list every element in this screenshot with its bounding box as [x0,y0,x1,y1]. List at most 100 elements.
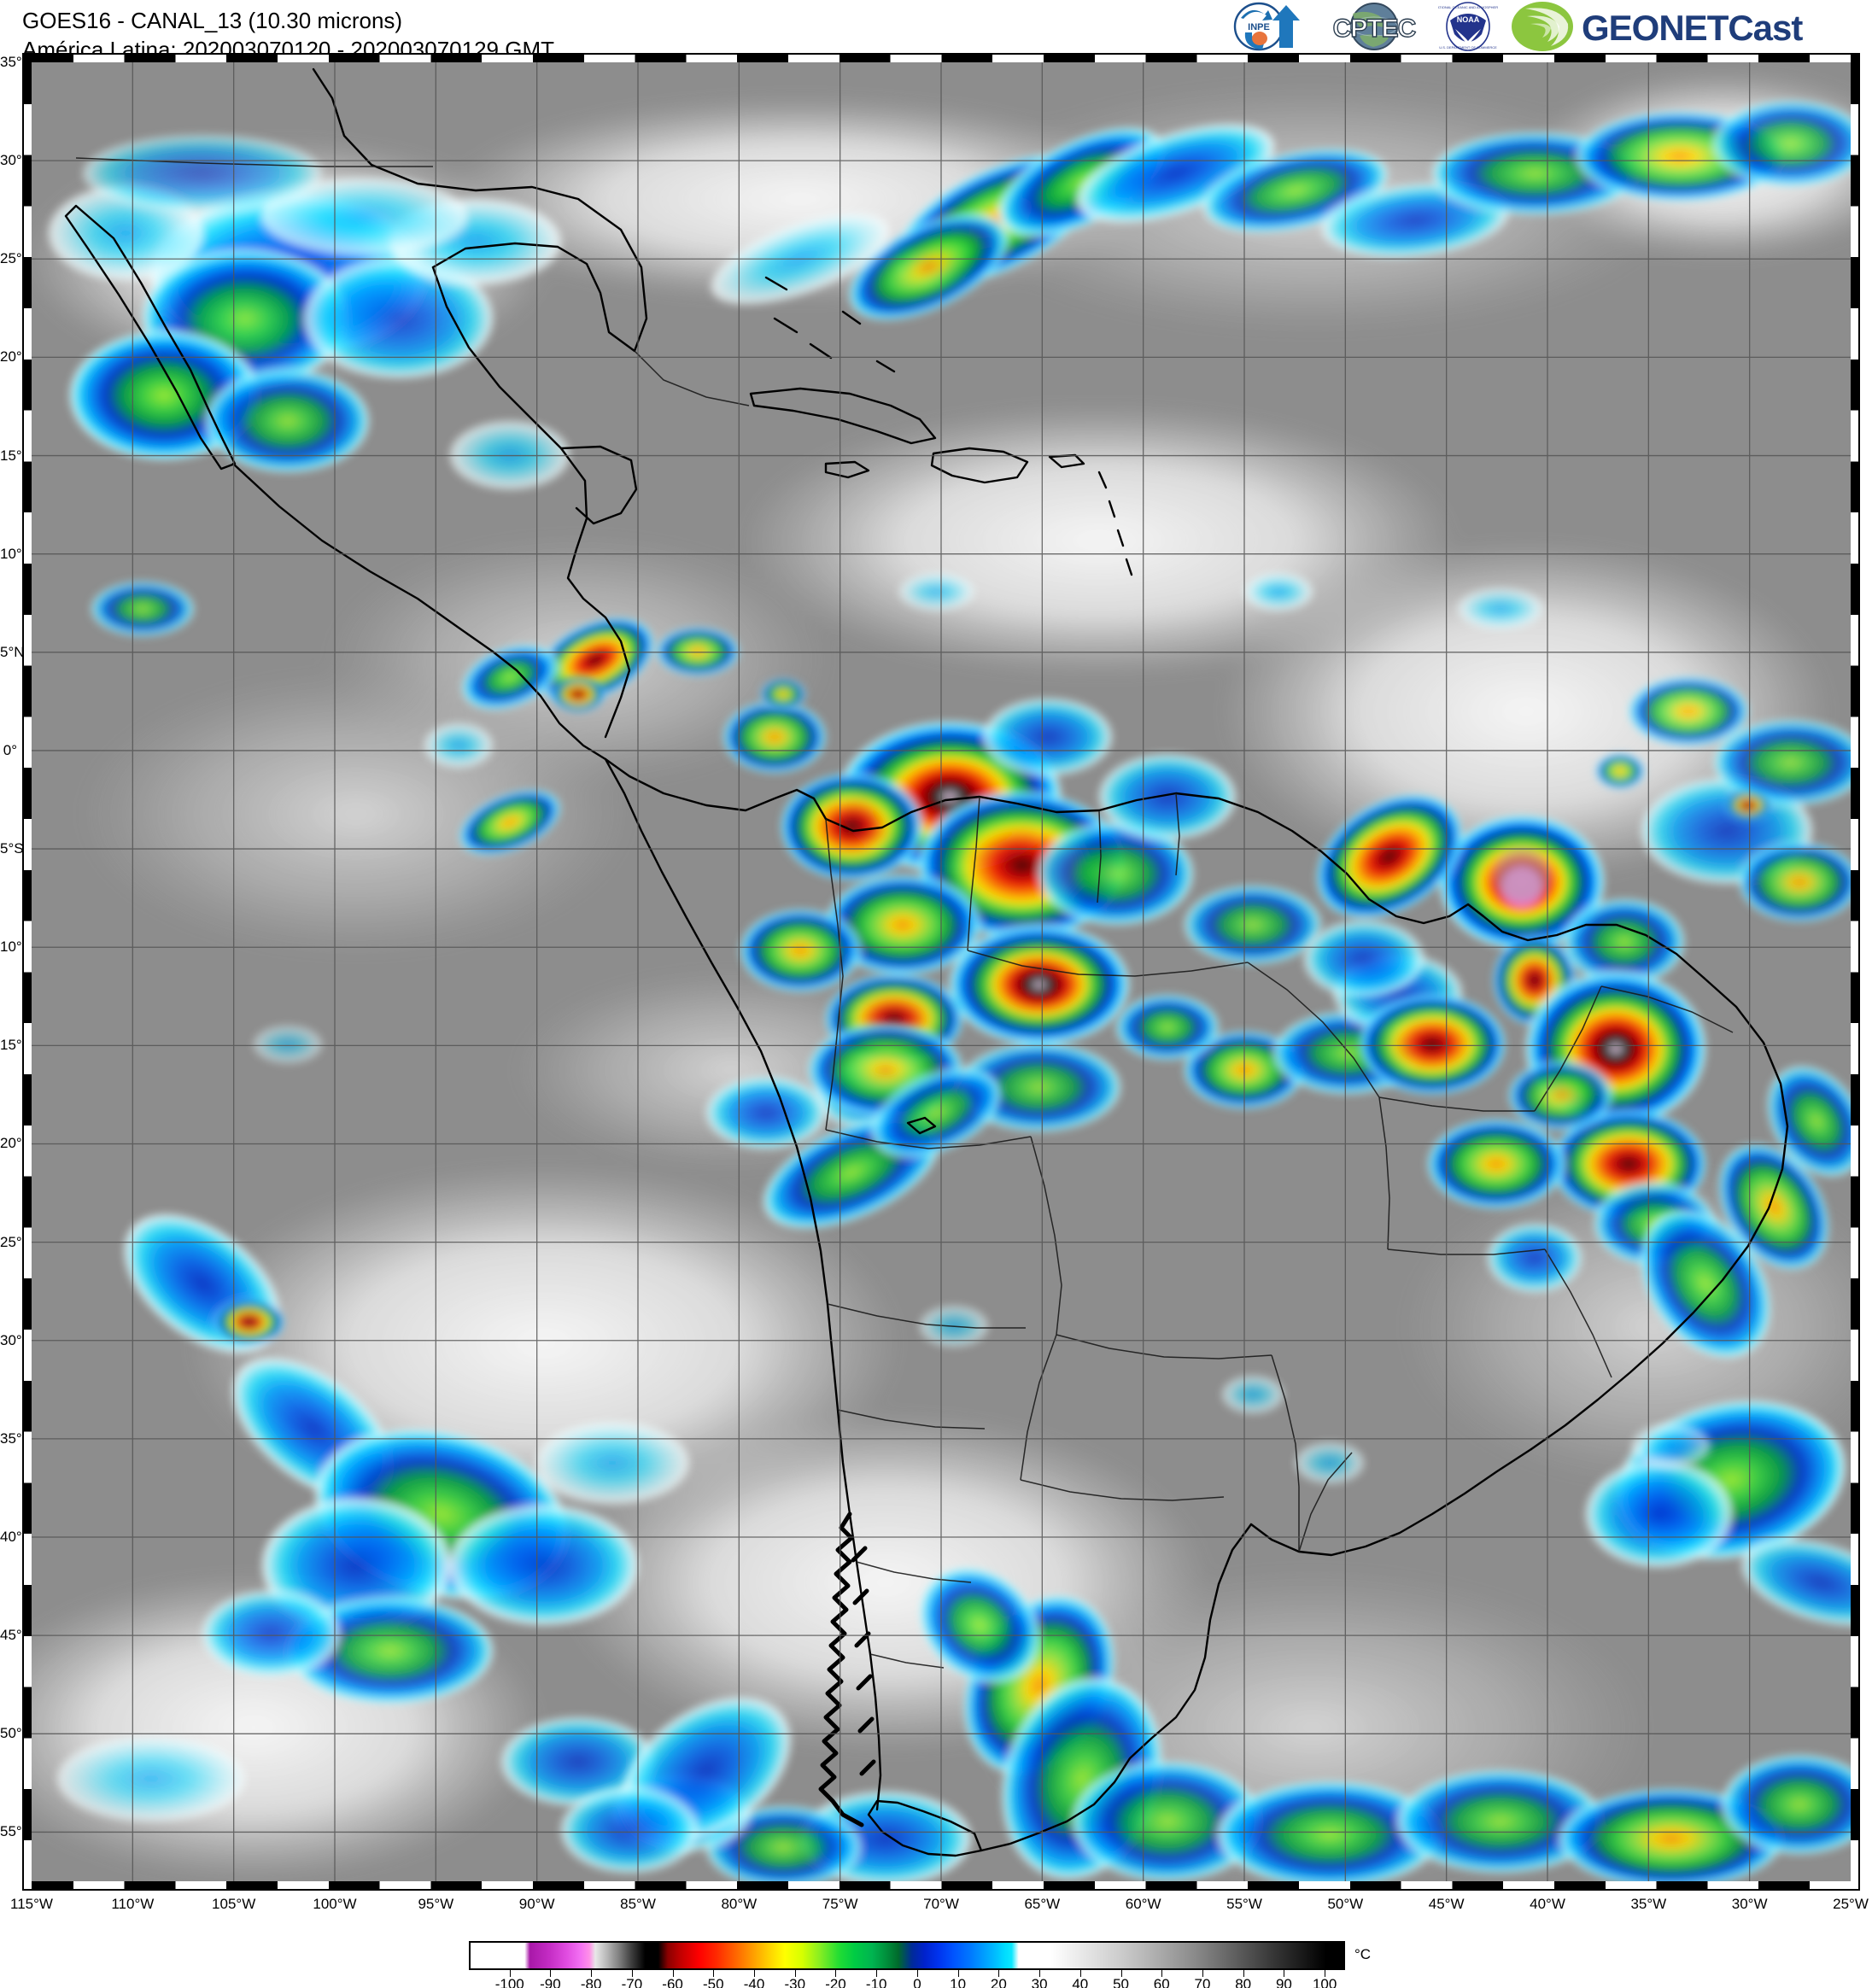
colorbar-tick-label: 90 [1275,1976,1292,1988]
colorbar-tick [591,1970,593,1977]
colorbar-tick-label: 60 [1153,1976,1170,1988]
convection-subtropical-atlantic [711,101,1851,320]
inpe-logo: INPE [1233,2,1300,51]
colorbar-tick [876,1970,878,1977]
svg-text:NATIONAL OCEANIC AND ATMOSPHER: NATIONAL OCEANIC AND ATMOSPHERIC [1438,5,1498,9]
longitude-tick-label: 55°W [1226,1896,1262,1912]
map-gridlines [32,62,1851,1881]
colorbar-tick [1202,1970,1203,1977]
svg-text:CPTEC: CPTEC [1333,15,1416,43]
longitude-tick-label: 110°W [111,1896,155,1912]
latitude-tick-label: 45°S [0,1627,32,1644]
colorbar-tick [713,1970,715,1977]
longitude-tick-label: 80°W [721,1896,758,1912]
longitude-tick-label: 115°W [10,1896,53,1912]
latitude-tick-label: 25°S [0,1233,32,1250]
colorbar-tick [1120,1970,1122,1977]
latitude-tick-label: 10°N [0,545,32,562]
longitude-tick-label: 70°W [923,1896,959,1912]
colorbar-tick-label: -20 [825,1976,846,1988]
satellite-map[interactable] [22,53,1860,1891]
longitude-tick-label: 100°W [313,1896,357,1912]
longitude-tick-label: 25°W [1833,1896,1869,1912]
latitude-tick-label: 35°S [0,1430,32,1447]
longitude-tick-label: 95°W [418,1896,454,1912]
latitude-tick-label: 15°S [0,1037,32,1054]
colorbar-tick-label: 100 [1312,1976,1337,1988]
geonetcast-logo: GEONETCast [1512,2,1804,51]
map-tick-band-top [22,53,1860,62]
latitude-tick-label: 40°S [0,1529,32,1546]
latitude-tick-label: 20°N [0,348,32,365]
colorbar-tick [1161,1970,1163,1977]
temperature-colorbar[interactable]: -100 -90 -80 -70 -60 -50 -40 -30 -20 -10 0 10 20 30 40… [0,1918,1872,1988]
colorbar-tick-label: -30 [784,1976,806,1988]
cptec-logo: CPTEC [1332,3,1417,50]
satellite-image-canvas [32,62,1851,1881]
colorbar-tick-label: 80 [1235,1976,1252,1988]
svg-text:INPE: INPE [1248,22,1270,32]
colorbar-tick [998,1970,1000,1977]
colorbar-tick [631,1970,633,1977]
colorbar-tick [550,1970,552,1977]
coastlines [64,67,1789,1857]
colorbar-tick [754,1970,756,1977]
longitude-tick-label: 75°W [822,1896,858,1912]
header: GOES16 - CANAL_13 (10.30 microns) Améric… [0,0,1872,62]
frontal-band-patagonia [501,1568,1851,1881]
colorbar-tick-label: 30 [1031,1976,1048,1988]
colorbar-tick [835,1970,837,1977]
latitude-tick-label: 25°N [0,250,32,267]
longitude-tick-label: 45°W [1428,1896,1465,1912]
frontal-band-south-pacific [57,1213,689,1821]
map-tick-band-left [22,53,32,1891]
longitude-tick-label: 35°W [1630,1896,1667,1912]
latitude-tick-label: 0° [3,741,17,758]
longitude-tick-label: 60°W [1125,1896,1161,1912]
colorbar-tick-label: -50 [703,1976,724,1988]
latitude-tick-label: 15°N [0,447,32,464]
colorbar-tick-label: -80 [580,1976,602,1988]
colorbar-tick-label: -10 [865,1976,887,1988]
latitude-tick-label: 35°N [0,54,32,70]
latitude-tick-label: 10°S [0,938,32,956]
noaa-logo: NOAA NATIONAL OCEANIC AND ATMOSPHERIC U.… [1438,2,1498,51]
latitude-tick-label: 50°S [0,1725,32,1742]
colorbar-tick [916,1970,918,1977]
convection-east-pacific [49,135,570,636]
convection-southeast-coast [1488,1066,1851,1358]
scattered-cells [254,573,1770,1483]
colorbar-tick [1243,1970,1244,1977]
colorbar-tick [1039,1970,1041,1977]
svg-text:GEONETCast: GEONETCast [1582,8,1803,48]
longitude-tick-label: 90°W [518,1896,555,1912]
colorbar-tick [509,1970,511,1977]
longitude-tick-label: 65°W [1024,1896,1061,1912]
latitude-tick-label: 30°N [0,152,32,169]
latitude-tick-label: 20°S [0,1135,32,1152]
colorbar-tick-label: 50 [1113,1976,1129,1988]
title-product-line: GOES16 - CANAL_13 (10.30 microns) [22,8,403,33]
convection-itcz-pacific [424,618,739,855]
colorbar-tick-label: -60 [662,1976,683,1988]
colorbar-tick-label: 0 [913,1976,921,1988]
latitude-tick-label: 5°N [0,643,25,660]
logo-bar: INPE CPTEC NOAA NATIONAL OCEANIC AND ATM… [1228,0,1865,53]
map-tick-band-bottom [22,1881,1860,1891]
colorbar-tick-label: 40 [1072,1976,1089,1988]
colorbar-unit-label: °C [1354,1946,1372,1962]
longitude-tick-label: 30°W [1731,1896,1768,1912]
longitude-tick-label: 40°W [1530,1896,1565,1912]
colorbar-tick [1079,1970,1081,1977]
colorbar-tick-label: 10 [950,1976,967,1988]
colorbar-tick [957,1970,959,1977]
latitude-tick-label: 55°S [0,1823,32,1840]
longitude-tick-label: 85°W [620,1896,656,1912]
colorbar-tick-label: -90 [540,1976,561,1988]
latitude-tick-label: 5°S [0,840,24,857]
svg-text:U.S. DEPARTMENT OF COMMERCE: U.S. DEPARTMENT OF COMMERCE [1439,45,1497,50]
colorbar-tick-label: -100 [494,1976,524,1988]
longitude-tick-label: 105°W [212,1896,256,1912]
country-borders [75,157,1734,1669]
